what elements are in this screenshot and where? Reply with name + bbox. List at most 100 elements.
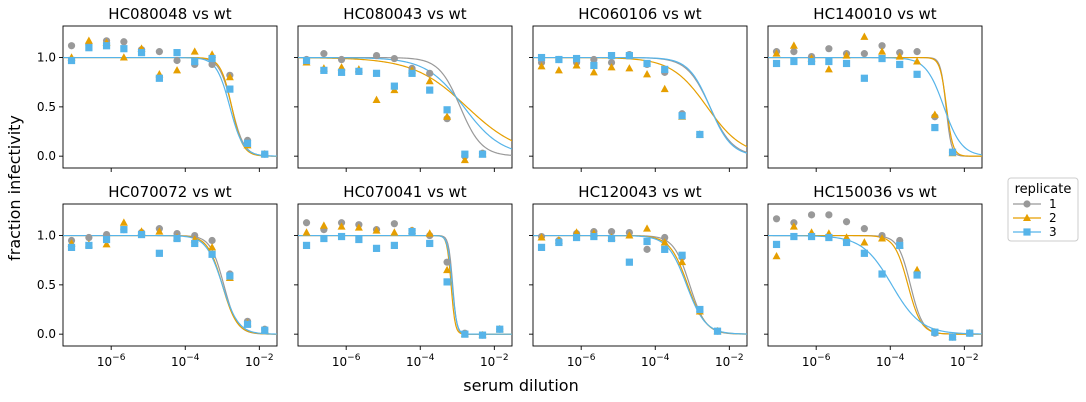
data-point-2	[913, 57, 922, 65]
data-point-1	[590, 55, 598, 64]
panel-frame	[767, 203, 983, 347]
data-point-1	[208, 60, 216, 69]
data-point-3	[772, 240, 781, 249]
fit-curve-3	[768, 234, 982, 335]
data-point-2	[537, 62, 546, 70]
data-point-2	[208, 243, 217, 251]
data-point-3	[191, 239, 199, 248]
data-point-2	[443, 265, 452, 274]
data-point-2	[102, 240, 111, 248]
data-point-1	[155, 48, 163, 56]
data-point-1	[913, 48, 921, 56]
legend-marker	[1023, 200, 1031, 208]
fit-curve-1	[533, 56, 747, 153]
fit-curve-3	[298, 56, 512, 150]
data-point-2	[155, 227, 164, 235]
data-point-3	[426, 239, 434, 248]
data-point-3	[878, 54, 886, 63]
data-point-3	[85, 44, 93, 52]
data-point-3	[713, 327, 722, 335]
fit-curve-2	[768, 56, 982, 157]
data-point-2	[390, 228, 399, 236]
data-point-3	[67, 56, 76, 65]
data-point-3	[355, 67, 363, 75]
data-point-3	[137, 49, 146, 57]
data-point-1	[878, 42, 886, 50]
data-point-3	[155, 249, 163, 257]
data-point-3	[825, 57, 833, 66]
data-point-2	[824, 65, 833, 73]
data-point-3	[896, 60, 904, 69]
data-point-3	[408, 69, 416, 77]
x-tick-label: 10−6	[802, 353, 831, 369]
legend-label: 1	[1049, 197, 1057, 211]
legend-title: replicate	[1015, 182, 1072, 197]
fit-curve-1	[298, 234, 512, 335]
data-point-3	[807, 232, 816, 241]
data-point-3	[261, 150, 269, 158]
fit-curve-2	[768, 234, 982, 335]
data-point-2	[119, 53, 128, 61]
x-tick-label: 10−4	[171, 353, 200, 369]
data-point-3	[948, 333, 957, 341]
data-point-2	[860, 32, 869, 40]
data-point-3	[625, 258, 633, 266]
data-point-3	[85, 241, 93, 250]
panel-frame	[532, 25, 748, 169]
fit-curve-3	[768, 56, 982, 156]
data-point-1	[390, 54, 398, 63]
data-point-1	[85, 233, 93, 242]
y-tick-label: 1.0	[37, 229, 56, 243]
legend-label: 3	[1049, 225, 1057, 239]
x-tick-label: 10−2	[245, 353, 274, 369]
data-point-2	[789, 41, 798, 49]
data-point-2	[589, 68, 598, 76]
data-point-1	[443, 258, 451, 266]
data-point-3	[337, 68, 346, 76]
y-tick-label: 0.5	[37, 278, 56, 292]
data-point-3	[913, 271, 921, 279]
data-point-3	[443, 106, 451, 114]
data-point-3	[372, 244, 381, 252]
data-point-3	[931, 123, 939, 132]
panel-8: HC150036 vs wt 10−6 10−4 10−2	[764, 183, 983, 369]
data-point-3	[913, 70, 921, 78]
x-tick-label: 10−2	[950, 353, 979, 369]
data-point-3	[137, 230, 146, 239]
data-point-2	[443, 112, 452, 120]
data-point-2	[372, 95, 381, 103]
data-point-2	[895, 52, 904, 60]
data-point-3	[860, 74, 868, 82]
data-point-3	[461, 330, 469, 338]
data-point-1	[661, 233, 669, 242]
panel-6: HC070041 vs wt 10−6 10−4 10−2	[294, 183, 513, 369]
x-tick-label: 10−6	[332, 353, 361, 369]
data-point-2	[660, 84, 669, 93]
panel-title: HC080043 vs wt	[343, 5, 467, 23]
data-point-3	[173, 234, 181, 243]
data-point-3	[208, 54, 216, 63]
data-point-3	[191, 57, 199, 66]
data-point-2	[660, 238, 669, 246]
data-point-2	[425, 76, 434, 85]
data-point-1	[390, 220, 398, 228]
data-point-1	[173, 56, 181, 65]
data-point-3	[607, 51, 616, 60]
data-point-3	[243, 320, 252, 328]
data-point-3	[208, 250, 216, 258]
data-point-1	[643, 245, 651, 253]
panel-title: HC150036 vs wt	[813, 183, 937, 201]
data-point-2	[302, 228, 311, 236]
data-point-2	[878, 47, 887, 55]
fit-curve-3	[63, 56, 277, 157]
data-point-3	[643, 237, 651, 246]
panel-5: HC070072 vs wt 0.0 0.5 1.0 10−6 10−4 10−2	[37, 183, 278, 369]
data-point-3	[842, 238, 851, 247]
fit-curve-3	[298, 234, 512, 335]
data-point-3	[478, 150, 487, 158]
data-point-1	[772, 215, 781, 223]
fit-curve-3	[533, 234, 747, 335]
data-point-2	[678, 257, 687, 266]
data-point-2	[930, 110, 939, 118]
